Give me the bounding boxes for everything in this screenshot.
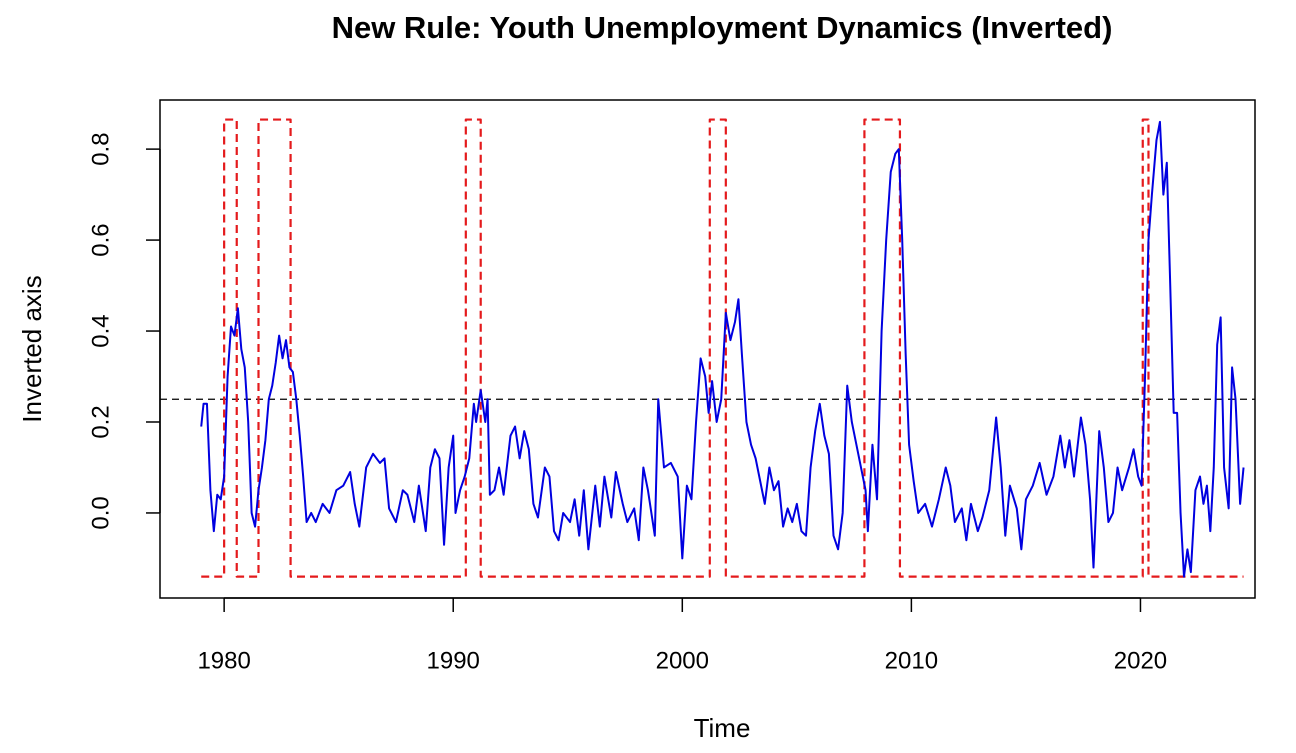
- x-tick-label: 2000: [656, 647, 709, 674]
- x-axis-label: Time: [694, 713, 751, 743]
- x-tick-label: 2010: [885, 647, 938, 674]
- y-tick-label: 0.0: [87, 496, 114, 529]
- y-tick-label: 0.4: [87, 314, 114, 347]
- x-tick-label: 1980: [197, 647, 250, 674]
- series-line: [201, 118, 1244, 578]
- y-tick-label: 0.6: [87, 223, 114, 256]
- chart-title: New Rule: Youth Unemployment Dynamics (I…: [332, 10, 1113, 45]
- series-line: [200, 120, 1245, 578]
- x-tick-label: 1990: [427, 647, 480, 674]
- y-tick-label: 0.2: [87, 405, 114, 438]
- y-tick-label: 0.8: [87, 132, 114, 165]
- y-axis-label: Inverted axis: [17, 275, 47, 422]
- x-tick-label: 2020: [1114, 647, 1167, 674]
